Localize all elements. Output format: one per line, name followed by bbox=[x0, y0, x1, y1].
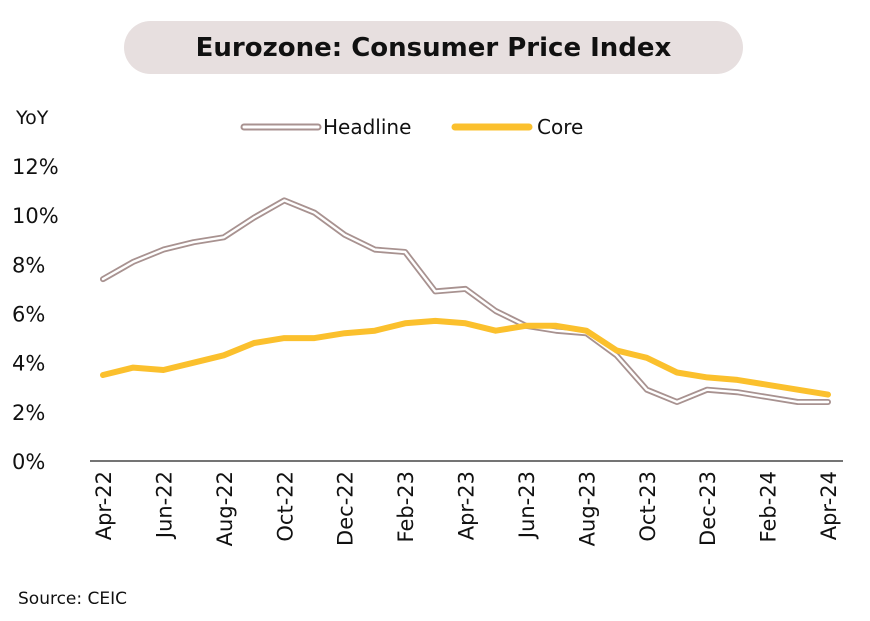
chart-title: Eurozone: Consumer Price Index bbox=[124, 21, 743, 74]
x-tick-label: Jun-23 bbox=[515, 471, 539, 540]
y-axis-label: YoY bbox=[15, 107, 49, 129]
y-tick-label: 10% bbox=[12, 204, 59, 228]
y-tick-label: 6% bbox=[12, 303, 45, 327]
y-tick-label: 8% bbox=[12, 253, 45, 277]
x-tick-label: Oct-23 bbox=[636, 471, 660, 542]
y-tick-label: 4% bbox=[12, 352, 45, 376]
series-line-headline bbox=[100, 197, 831, 405]
y-tick-label: 12% bbox=[12, 155, 59, 179]
x-tick-label: Aug-22 bbox=[213, 471, 237, 546]
x-tick-label: Aug-23 bbox=[575, 471, 599, 546]
x-tick-label: Feb-23 bbox=[394, 471, 418, 542]
source-note: Source: CEIC bbox=[18, 589, 128, 609]
x-tick-label: Dec-23 bbox=[696, 471, 720, 546]
legend-label: Headline bbox=[323, 115, 411, 139]
series-line-core bbox=[100, 317, 831, 398]
x-tick-label: Apr-24 bbox=[817, 471, 841, 540]
y-tick-label: 2% bbox=[12, 401, 45, 425]
x-tick-label: Feb-24 bbox=[757, 471, 781, 542]
x-tick-label: Apr-23 bbox=[455, 471, 479, 540]
x-tick-label: Oct-22 bbox=[273, 471, 297, 542]
x-tick-label: Jun-22 bbox=[152, 471, 176, 540]
y-tick-label: 0% bbox=[12, 450, 45, 474]
x-tick-label: Dec-22 bbox=[334, 471, 358, 546]
series-line-headline-inner bbox=[101, 199, 830, 404]
legend-label: Core bbox=[537, 115, 583, 139]
x-tick-label: Apr-22 bbox=[92, 471, 116, 540]
